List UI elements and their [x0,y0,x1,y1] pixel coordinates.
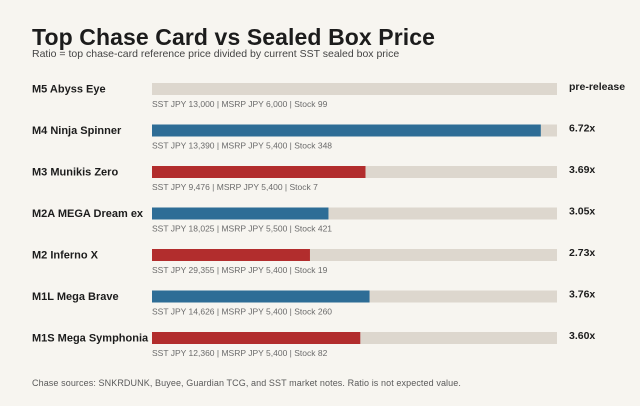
chart-title: Top Chase Card vs Sealed Box Price [32,24,436,50]
category-label: M1S Mega Symphonia [32,333,149,345]
bar [152,332,361,344]
bar-detail-label: SST JPY 12,360 | MSRP JPY 5,400 | Stock … [152,348,328,358]
category-label: M3 Munikis Zero [32,167,118,179]
bar-detail-label: SST JPY 14,626 | MSRP JPY 5,400 | Stock … [152,307,332,317]
bar [152,166,366,178]
category-label: M1L Mega Brave [32,291,119,303]
category-label: M2 Inferno X [32,250,99,262]
bar-detail-label: SST JPY 9,476 | MSRP JPY 5,400 | Stock 7 [152,182,318,192]
bar-detail-label: SST JPY 18,025 | MSRP JPY 5,500 | Stock … [152,224,332,234]
value-label: 2.73x [569,247,595,259]
chart-subtitle: Ratio = top chase-card reference price d… [32,48,400,60]
bar-detail-label: SST JPY 13,000 | MSRP JPY 6,000 | Stock … [152,99,328,109]
category-label: M4 Ninja Spinner [32,125,122,137]
footnote: Chase sources: SNKRDUNK, Buyee, Guardian… [32,378,461,388]
value-label: pre-release [569,81,625,93]
bar [152,249,310,261]
category-label: M2A MEGA Dream ex [32,208,144,220]
bar [152,207,329,220]
value-label: 3.60x [569,330,595,342]
bar-detail-label: SST JPY 13,390 | MSRP JPY 5,400 | Stock … [152,141,332,151]
value-label: 3.69x [569,164,595,176]
bar-detail-label: SST JPY 29,355 | MSRP JPY 5,400 | Stock … [152,265,328,275]
category-label: M5 Abyss Eye [32,84,106,96]
bar-track [152,83,557,95]
bar [152,124,541,137]
value-label: 6.72x [569,123,595,135]
bar [152,290,370,303]
value-label: 3.05x [569,206,595,218]
value-label: 3.76x [569,289,595,301]
